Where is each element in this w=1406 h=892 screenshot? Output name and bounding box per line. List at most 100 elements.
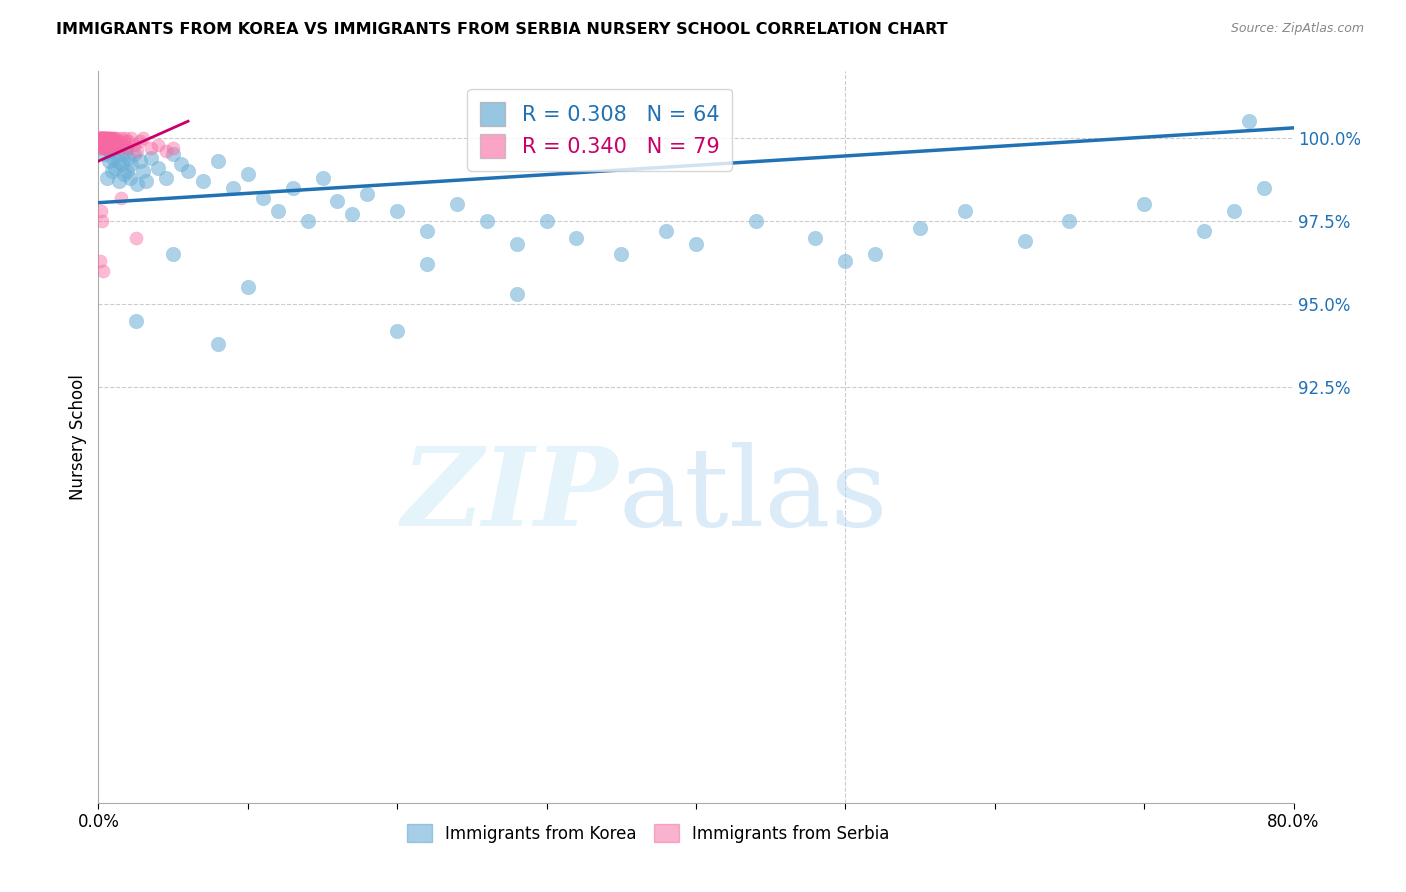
Point: [385, 204, 409, 219]
Point: [91, 137, 114, 152]
Point: [105, 137, 128, 152]
Point: [162, 247, 184, 261]
Point: [1223, 204, 1246, 219]
Point: [104, 161, 127, 175]
Point: [91, 134, 114, 148]
Point: [98, 134, 121, 148]
Point: [1192, 224, 1215, 238]
Point: [267, 204, 290, 219]
Point: [91, 214, 114, 228]
Point: [93, 131, 115, 145]
Point: [94, 131, 117, 145]
Point: [98, 144, 122, 158]
Text: atlas: atlas: [619, 442, 889, 549]
Point: [148, 137, 170, 152]
Point: [655, 224, 678, 238]
Point: [89, 253, 111, 268]
Point: [1059, 214, 1081, 228]
Point: [89, 131, 111, 145]
Point: [91, 131, 114, 145]
Point: [89, 137, 111, 152]
Point: [93, 134, 115, 148]
Point: [177, 164, 200, 178]
Point: [101, 141, 124, 155]
Point: [162, 147, 184, 161]
Point: [120, 131, 142, 145]
Point: [506, 287, 529, 301]
Point: [93, 147, 115, 161]
Point: [98, 141, 122, 155]
Point: [89, 134, 111, 148]
Point: [416, 257, 439, 271]
Point: [565, 230, 588, 244]
Point: [94, 131, 117, 145]
Point: [96, 134, 118, 148]
Point: [536, 214, 558, 228]
Point: [475, 214, 498, 228]
Point: [89, 131, 111, 145]
Point: [94, 137, 117, 152]
Point: [416, 224, 439, 238]
Point: [96, 131, 118, 145]
Legend: Immigrants from Korea, Immigrants from Serbia: Immigrants from Korea, Immigrants from S…: [401, 818, 896, 849]
Point: [108, 174, 131, 188]
Point: [1253, 180, 1275, 194]
Point: [112, 134, 135, 148]
Point: [114, 131, 136, 145]
Point: [155, 170, 177, 185]
Point: [101, 164, 124, 178]
Point: [93, 131, 115, 145]
Point: [110, 147, 132, 161]
Point: [125, 314, 148, 328]
Point: [107, 154, 129, 169]
Point: [96, 131, 118, 145]
Point: [93, 131, 115, 145]
Point: [94, 137, 117, 152]
Point: [98, 137, 121, 152]
Point: [90, 131, 112, 145]
Point: [139, 151, 162, 165]
Point: [98, 131, 121, 145]
Point: [110, 131, 132, 145]
Point: [117, 151, 139, 165]
Point: [953, 204, 976, 219]
Point: [311, 170, 333, 185]
Point: [89, 131, 111, 145]
Point: [139, 141, 162, 155]
Point: [207, 337, 229, 351]
Point: [834, 253, 856, 268]
Point: [105, 131, 128, 145]
Point: [90, 134, 112, 148]
Point: [104, 137, 127, 152]
Point: [117, 134, 139, 148]
Point: [90, 141, 112, 155]
Point: [107, 134, 129, 148]
Point: [100, 131, 122, 145]
Point: [101, 137, 124, 152]
Point: [342, 207, 364, 221]
Point: [610, 247, 633, 261]
Text: IMMIGRANTS FROM KOREA VS IMMIGRANTS FROM SERBIA NURSERY SCHOOL CORRELATION CHART: IMMIGRANTS FROM KOREA VS IMMIGRANTS FROM…: [56, 22, 948, 37]
Point: [127, 178, 149, 192]
Point: [103, 131, 125, 145]
Point: [97, 137, 120, 152]
Point: [207, 154, 229, 169]
Point: [103, 151, 125, 165]
Point: [96, 137, 118, 152]
Point: [101, 134, 124, 148]
Point: [129, 134, 152, 148]
Point: [96, 131, 118, 145]
Text: ZIP: ZIP: [402, 442, 619, 549]
Point: [93, 141, 115, 155]
Point: [89, 131, 111, 145]
Point: [93, 131, 115, 145]
Point: [1014, 234, 1036, 248]
Point: [804, 230, 827, 244]
Point: [222, 180, 245, 194]
Point: [506, 237, 529, 252]
Text: Source: ZipAtlas.com: Source: ZipAtlas.com: [1230, 22, 1364, 36]
Point: [297, 214, 319, 228]
Point: [132, 131, 155, 145]
Point: [91, 264, 114, 278]
Point: [93, 134, 115, 148]
